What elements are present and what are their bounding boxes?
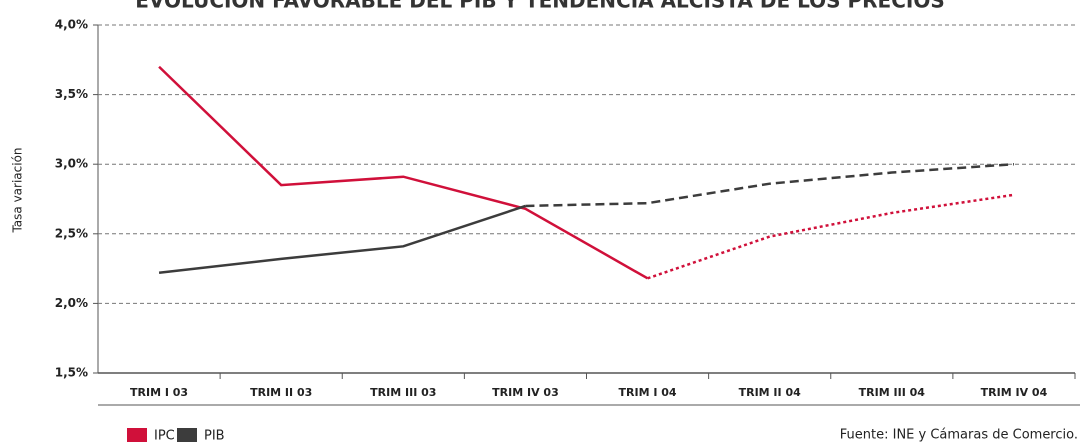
y-tick-label: 2,0% xyxy=(55,296,88,310)
y-tick-label: 1,5% xyxy=(55,366,88,380)
legend-label: IPC xyxy=(154,429,175,444)
series-line xyxy=(158,204,526,275)
x-tick-label: TRIM III 03 xyxy=(370,386,436,399)
legend-swatch xyxy=(127,428,147,442)
x-tick-label: TRIM II 04 xyxy=(739,386,802,399)
source: Fuente: INE y Cámaras de Comercio. xyxy=(840,428,1078,443)
series-line xyxy=(158,65,649,280)
y-axis-label: Tasa variación xyxy=(11,147,25,233)
y-tick-label: 2,5% xyxy=(55,226,88,240)
y-tick-label: 3,5% xyxy=(55,87,88,101)
trend-line xyxy=(647,193,1015,280)
x-tick-label: TRIM I 04 xyxy=(619,386,677,399)
x-tick-label: TRIM II 03 xyxy=(250,386,312,399)
y-tick-label: 4,0% xyxy=(55,18,88,32)
y-tick-label: 3,0% xyxy=(55,157,88,171)
x-tick-label: TRIM III 04 xyxy=(859,386,926,399)
trend-line xyxy=(525,162,1015,208)
legend-swatch xyxy=(177,428,197,442)
x-tick-label: TRIM IV 03 xyxy=(492,386,559,399)
x-tick-label: TRIM I 03 xyxy=(130,386,188,399)
legend-label: PIB xyxy=(204,429,225,444)
x-tick-label: TRIM IV 04 xyxy=(981,386,1048,399)
chart-title: EVOLUCIÓN FAVORABLE DEL PIB Y TENDENCIA … xyxy=(135,0,944,13)
